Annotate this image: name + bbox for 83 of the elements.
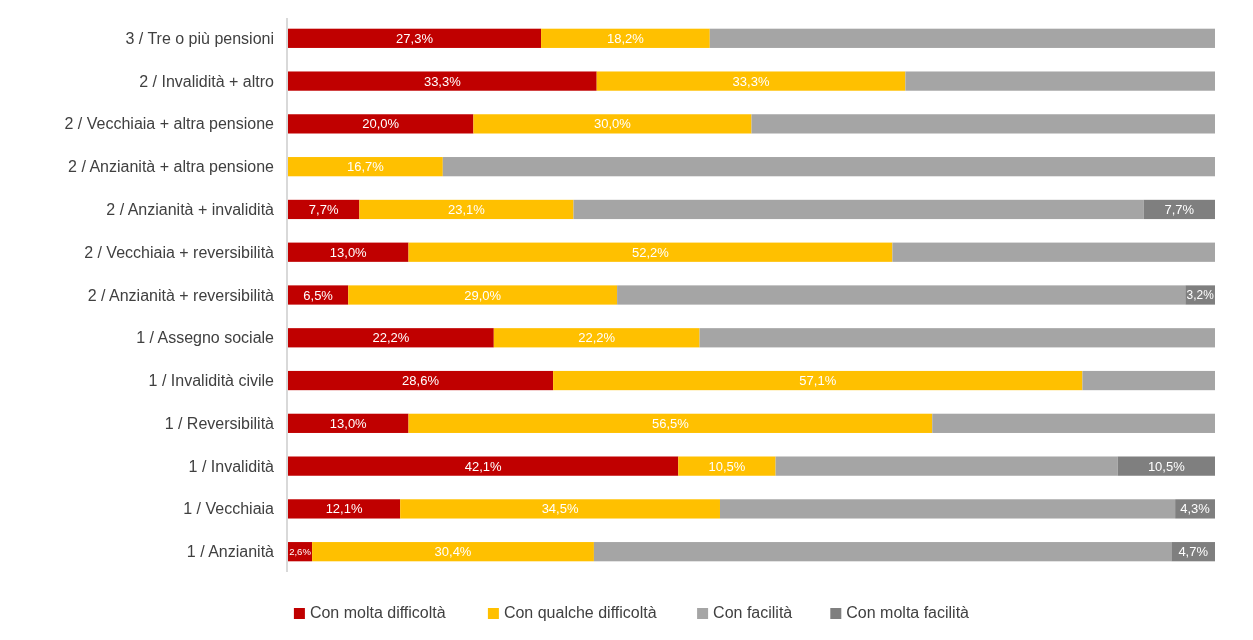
data-label: 18,2%: [606, 30, 645, 46]
data-label: 33,3%: [732, 73, 770, 89]
data-label: 22,2%: [372, 330, 410, 346]
bar: [288, 242, 409, 262]
data-label: 2,6%: [289, 546, 312, 558]
bar: [288, 28, 542, 48]
y-tick-label: 1 / Vecchiaia: [183, 500, 275, 518]
data-label: 10,5%: [708, 458, 746, 474]
bar: [1082, 370, 1215, 391]
legend-label: Con facilità: [713, 604, 793, 621]
bar: [932, 413, 1215, 433]
bar: [408, 413, 933, 433]
bar: [348, 285, 618, 305]
data-label: 3,2%: [1186, 288, 1215, 303]
legend-label: Con molta facilità: [846, 604, 970, 621]
y-tick-label: 2 / Vecchiaia + reversibilità: [84, 243, 275, 261]
bar: [288, 114, 474, 134]
y-tick-label: 1 / Invalidità civile: [148, 372, 275, 390]
data-label: 7,7%: [308, 201, 339, 217]
bar: [541, 28, 710, 48]
bar: [719, 499, 1176, 519]
data-label: 4,3%: [1180, 501, 1211, 517]
bar: [553, 370, 1083, 391]
bar: [473, 114, 752, 134]
bar: [775, 456, 1118, 476]
bar: [288, 456, 679, 476]
legend-label: Con molta difficoltà: [309, 604, 446, 621]
data-label: 6,5%: [303, 287, 334, 303]
data-label: 34,5%: [541, 501, 579, 517]
bar: [288, 71, 597, 91]
bar: [288, 413, 409, 433]
y-tick-label: 1 / Invalidità: [188, 457, 275, 475]
bar: [596, 71, 906, 91]
data-label: 33,3%: [423, 73, 462, 89]
data-label: 16,7%: [346, 159, 385, 175]
data-label: 13,0%: [329, 244, 368, 260]
y-tick-label: 2 / Anzianità + reversibilità: [87, 286, 275, 304]
data-label: 30,4%: [434, 544, 472, 560]
y-tick-label: 2 / Vecchiaia + altra pensione: [64, 115, 275, 133]
bar: [699, 328, 1215, 348]
bar: [288, 499, 401, 519]
bar: [678, 456, 776, 476]
bar: [751, 114, 1215, 134]
data-label: 4,7%: [1178, 544, 1209, 560]
y-tick-label: 2 / Anzianità + altra pensione: [68, 158, 275, 176]
data-label: 20,0%: [362, 116, 400, 132]
data-label: 27,3%: [396, 30, 434, 46]
bar: [905, 71, 1215, 91]
bar: [359, 199, 574, 220]
data-label: 57,1%: [799, 373, 837, 389]
bar: [617, 285, 1186, 305]
bar: [400, 499, 720, 519]
data-label: 22,2%: [578, 330, 616, 346]
bar: [312, 542, 594, 562]
bar: [408, 242, 893, 262]
data-label: 52,2%: [632, 244, 670, 260]
bar: [593, 542, 1172, 562]
y-tick-label: 3 / Tre o più pensioni: [125, 29, 274, 47]
y-tick-label: 2 / Anzianità + invalidità: [106, 201, 275, 219]
data-label: 29,0%: [464, 287, 502, 303]
y-tick-label: 2 / Invalidità + altro: [139, 72, 275, 90]
data-label: 42,1%: [464, 458, 502, 474]
y-tick-label: 1 / Anzianità: [186, 543, 275, 561]
bar: [493, 328, 700, 348]
bar: [1117, 456, 1216, 476]
data-label: 23,1%: [448, 201, 486, 217]
legend-label: Con qualche difficoltà: [503, 604, 657, 621]
bar: [288, 157, 443, 177]
data-label: 56,5%: [651, 415, 690, 431]
data-label: 7,7%: [1164, 201, 1195, 217]
data-label: 13,0%: [329, 415, 368, 431]
data-label: 30,0%: [594, 116, 632, 132]
data-label: 10,5%: [1147, 458, 1186, 474]
bar: [288, 328, 494, 348]
bar: [288, 370, 554, 391]
data-label: 12,1%: [325, 501, 363, 517]
bar: [709, 28, 1215, 48]
y-tick-label: 1 / Assegno sociale: [136, 329, 275, 347]
bar: [442, 157, 1215, 177]
data-label: 28,6%: [402, 373, 440, 389]
y-tick-label: 1 / Reversibilità: [164, 414, 275, 432]
bar: [892, 242, 1215, 262]
bar: [573, 199, 1144, 220]
